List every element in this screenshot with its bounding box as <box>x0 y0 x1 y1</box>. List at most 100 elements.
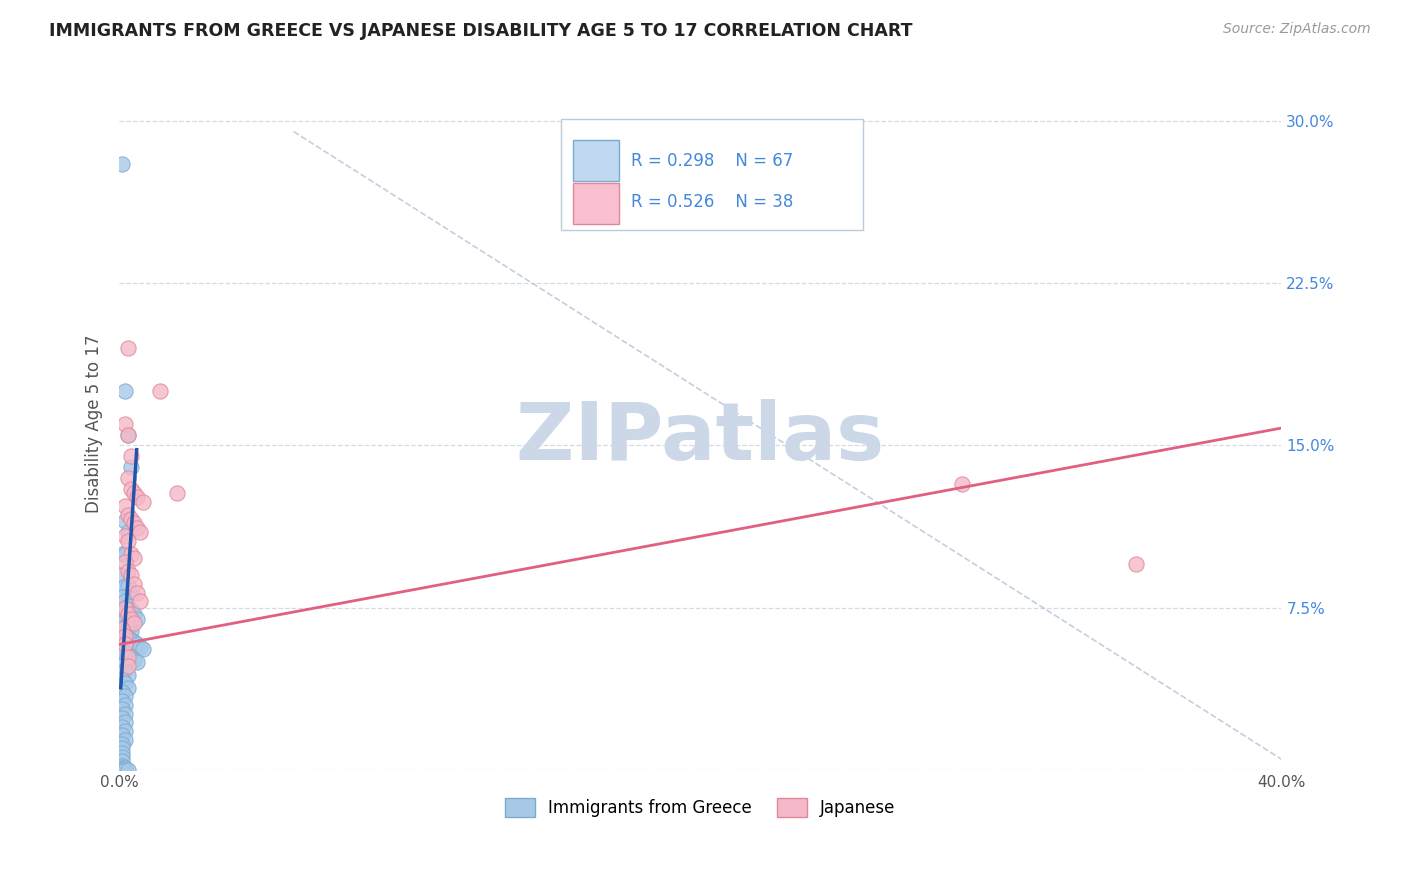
Point <box>111 615 134 630</box>
Point <box>111 746 134 760</box>
Point <box>111 763 134 777</box>
Point <box>120 603 142 617</box>
Point <box>120 449 142 463</box>
Point <box>114 724 136 739</box>
Text: R = 0.298    N = 67: R = 0.298 N = 67 <box>631 152 793 169</box>
Point <box>111 741 134 756</box>
Point <box>117 607 139 622</box>
Point <box>120 547 142 561</box>
Point <box>114 763 136 777</box>
Point <box>117 341 139 355</box>
Point <box>120 568 142 582</box>
Point <box>122 516 145 531</box>
Point <box>120 512 142 526</box>
FancyBboxPatch shape <box>561 119 863 230</box>
Point <box>128 594 150 608</box>
Point <box>117 763 139 777</box>
Point <box>122 652 145 666</box>
Point <box>117 533 139 548</box>
Point <box>111 672 134 686</box>
Point <box>114 629 136 643</box>
Point <box>120 482 142 496</box>
Point <box>125 520 148 534</box>
Point <box>114 638 136 652</box>
Point <box>111 694 134 708</box>
Point <box>128 640 150 654</box>
Point <box>120 460 142 475</box>
Point <box>131 494 153 508</box>
Point <box>117 659 139 673</box>
Point <box>117 667 139 681</box>
Point <box>111 720 134 734</box>
Point <box>114 664 136 678</box>
Point <box>114 620 136 634</box>
Point <box>122 550 145 565</box>
Point <box>950 477 973 491</box>
Text: ZIPat​las: ZIPat​las <box>516 399 884 476</box>
Point <box>131 641 153 656</box>
Point <box>111 644 134 658</box>
Point <box>114 690 136 704</box>
Point <box>120 585 142 599</box>
Point <box>114 676 136 690</box>
Point <box>114 611 136 625</box>
Point <box>111 623 134 637</box>
Point <box>117 508 139 522</box>
Point <box>114 761 136 775</box>
Text: Source: ZipAtlas.com: Source: ZipAtlas.com <box>1223 22 1371 37</box>
Point <box>111 711 134 725</box>
Point <box>149 384 172 399</box>
Point <box>114 715 136 730</box>
Point <box>111 157 134 171</box>
Point <box>117 599 139 613</box>
Point <box>125 638 148 652</box>
Point <box>114 646 136 660</box>
Point <box>117 681 139 695</box>
Point <box>111 737 134 751</box>
Point <box>114 514 136 528</box>
Point <box>111 685 134 699</box>
Point <box>122 615 145 630</box>
Point <box>117 648 139 663</box>
Point <box>166 486 188 500</box>
Point <box>111 702 134 716</box>
Point <box>125 655 148 669</box>
Point <box>122 635 145 649</box>
Point <box>117 427 139 442</box>
Point <box>111 590 134 604</box>
Point <box>111 568 134 582</box>
Point <box>114 579 136 593</box>
Point <box>111 761 134 775</box>
FancyBboxPatch shape <box>572 140 619 181</box>
Point <box>120 633 142 648</box>
Point <box>111 755 134 769</box>
Point <box>117 427 139 442</box>
Point <box>114 629 136 643</box>
Point <box>114 384 136 399</box>
Point <box>117 524 139 539</box>
Point <box>111 626 134 640</box>
Point <box>125 611 148 625</box>
Point <box>128 524 150 539</box>
Point <box>111 758 134 772</box>
Point <box>125 491 148 505</box>
Point <box>114 706 136 721</box>
Point <box>117 631 139 645</box>
Point <box>114 698 136 712</box>
Point <box>114 555 136 569</box>
Point <box>117 650 139 665</box>
Legend: Immigrants from Greece, Japanese: Immigrants from Greece, Japanese <box>498 791 903 824</box>
Point <box>120 611 142 625</box>
Text: IMMIGRANTS FROM GREECE VS JAPANESE DISABILITY AGE 5 TO 17 CORRELATION CHART: IMMIGRANTS FROM GREECE VS JAPANESE DISAB… <box>49 22 912 40</box>
Point <box>120 650 142 665</box>
Point <box>117 623 139 637</box>
Point <box>111 728 134 742</box>
Point <box>114 594 136 608</box>
Point <box>117 564 139 578</box>
Point <box>120 624 142 639</box>
Y-axis label: Disability Age 5 to 17: Disability Age 5 to 17 <box>86 334 103 513</box>
Point <box>114 499 136 513</box>
Point <box>114 529 136 543</box>
Point <box>114 417 136 431</box>
Point <box>125 585 148 599</box>
